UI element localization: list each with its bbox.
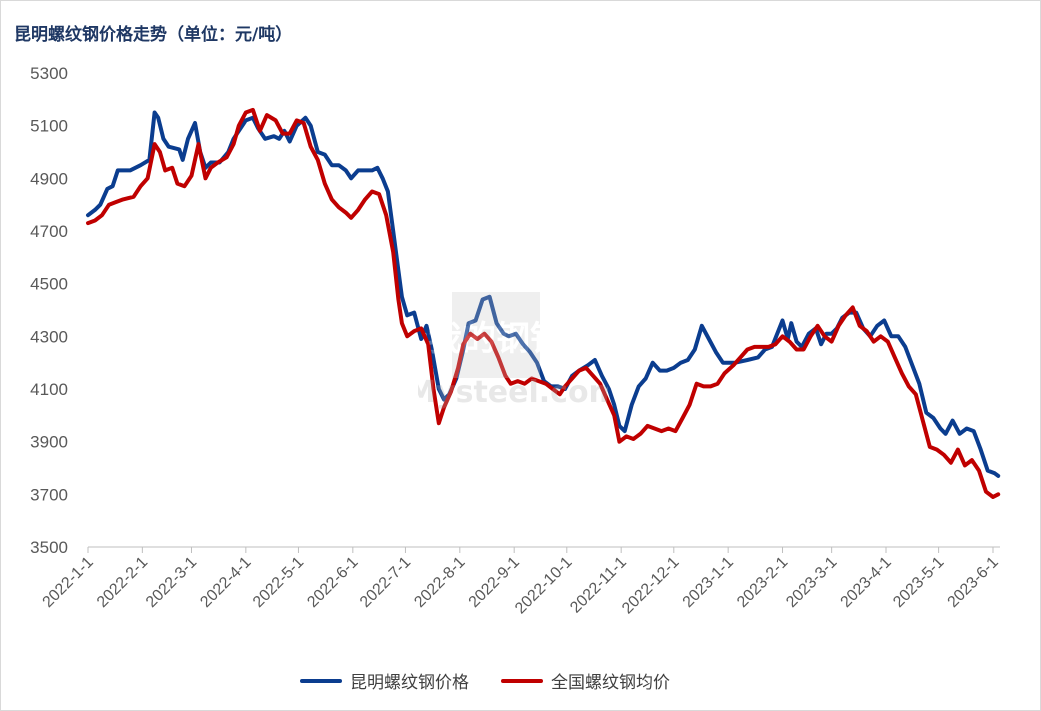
x-tick-label: 2023-3-1 xyxy=(783,554,840,611)
legend-label-national: 全国螺纹钢均价 xyxy=(551,673,670,693)
x-tick-label: 2022-6-1 xyxy=(304,554,361,611)
legend-swatch-national xyxy=(501,678,543,683)
x-tick-label: 2023-6-1 xyxy=(945,554,1002,611)
legend-label-kunming: 昆明螺纹钢价格 xyxy=(350,673,469,693)
y-tick-label: 5300 xyxy=(30,64,68,83)
x-tick-label: 2022-7-1 xyxy=(357,554,414,611)
legend-item-national: 全国螺纹钢均价 xyxy=(501,668,670,693)
y-tick-label: 5100 xyxy=(30,117,68,136)
series-line-national xyxy=(86,107,1001,499)
series-line-kunming xyxy=(86,110,1001,478)
y-tick-label: 3500 xyxy=(30,538,68,557)
x-tick-label: 2022-1-1 xyxy=(40,554,97,611)
legend-item-kunming: 昆明螺纹钢价格 xyxy=(300,668,469,693)
x-tick-label: 2022-5-1 xyxy=(250,554,307,611)
chart-title: 昆明螺纹钢价格走势（单位：元/吨） xyxy=(14,25,293,45)
y-tick-label: 4100 xyxy=(30,380,68,399)
series-layer xyxy=(86,107,1001,499)
x-axis: 2022-1-12022-2-12022-3-12022-4-12022-5-1… xyxy=(40,546,1002,618)
y-tick-label: 4500 xyxy=(30,275,68,294)
y-tick-label: 4900 xyxy=(30,169,68,188)
y-axis-ticks: 3500 3700 3900 4100 4300 4500 4700 4900 5100 5300 xyxy=(30,64,68,557)
x-tick-label: 2022-10-1 xyxy=(512,554,576,618)
legend-swatch-kunming xyxy=(300,678,342,683)
x-tick-label: 2022-2-1 xyxy=(94,554,151,611)
x-tick-label: 2023-1-1 xyxy=(680,554,737,611)
y-tick-label: 3700 xyxy=(30,485,68,504)
x-tick-label: 2022-12-1 xyxy=(619,554,683,618)
x-tick-label: 2023-4-1 xyxy=(838,554,895,611)
y-tick-label: 4300 xyxy=(30,327,68,346)
x-tick-label: 2022-4-1 xyxy=(197,554,254,611)
y-tick-label: 3900 xyxy=(30,433,68,452)
chart-legend: 昆明螺纹钢价格 全国螺纹钢均价 xyxy=(300,668,670,693)
x-tick-label: 2023-5-1 xyxy=(890,554,947,611)
x-tick-label: 2022-8-1 xyxy=(411,554,468,611)
x-tick-label: 2022-3-1 xyxy=(143,554,200,611)
x-tick-label: 2023-2-1 xyxy=(734,554,791,611)
y-tick-label: 4700 xyxy=(30,222,68,241)
